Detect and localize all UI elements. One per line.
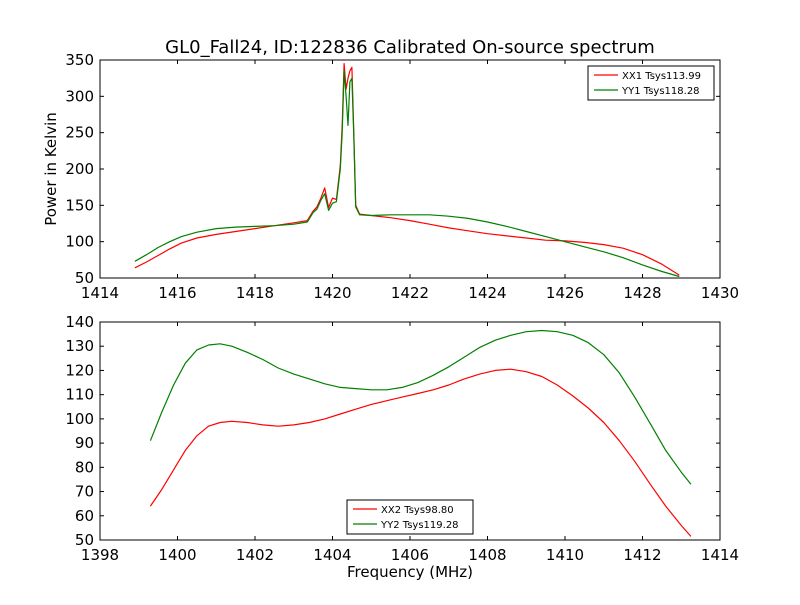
bottom-chart: 1398 1400 1402 1404 1406 1408 1410 1412 1414 50 60…: [65, 313, 739, 581]
legend-entry-label: YY2 Tsys119.28: [380, 520, 459, 531]
y-tick-label: 60: [75, 507, 94, 525]
y-tick-label: 100: [65, 233, 94, 251]
y-tick-label: 50: [75, 531, 94, 549]
y-tick-label: 70: [75, 483, 94, 501]
legend-entry-label: YY1 Tsys118.28: [621, 86, 700, 97]
x-tick-label: 1414: [701, 546, 739, 564]
y-tick-label: 130: [65, 337, 94, 355]
x-tick-label: 1426: [546, 284, 584, 302]
x-tick-label: 1412: [623, 546, 661, 564]
x-axis-label: Frequency (MHz): [347, 563, 473, 581]
y-tick-label: 80: [75, 458, 94, 476]
legend: XX2 Tsys98.80 YY2 Tsys119.28: [346, 499, 474, 535]
legend-entry-label: XX2 Tsys98.80: [381, 505, 454, 516]
series-line-yy1: [134, 70, 680, 278]
x-tick-label: 1416: [158, 284, 196, 302]
y-tick-label: 200: [65, 160, 94, 178]
legend-box: [587, 65, 715, 101]
legend-entry-label: XX1 Tsys113.99: [622, 71, 701, 82]
y-tick-label: 90: [75, 434, 94, 452]
x-tick-label: 1430: [701, 284, 739, 302]
series-line-xx1: [134, 63, 680, 276]
y-tick-label: 150: [65, 196, 94, 214]
y-tick-label: 110: [65, 386, 94, 404]
legend: XX1 Tsys113.99 YY1 Tsys118.28: [587, 65, 715, 101]
y-tick-label: 250: [65, 124, 94, 142]
y-tick-label: 50: [75, 269, 94, 287]
series-line-xx2: [149, 368, 692, 537]
x-tick-label: 1418: [236, 284, 274, 302]
x-tick-label: 1408: [468, 546, 506, 564]
x-tick-label: 1398: [81, 546, 119, 564]
figure-title: GL0_Fall24, ID:122836 Calibrated On-sour…: [165, 37, 655, 58]
y-tick-label: 300: [65, 87, 94, 105]
x-tick-label: 1410: [546, 546, 584, 564]
y-axis-label: Power in Kelvin: [42, 112, 60, 226]
x-tick-label: 1414: [81, 284, 119, 302]
y-tick-label: 120: [65, 361, 94, 379]
x-tick-label: 1400: [158, 546, 196, 564]
series-line-yy2: [149, 329, 692, 485]
x-tick-label: 1406: [391, 546, 429, 564]
x-tick-label: 1428: [623, 284, 661, 302]
x-tick-label: 1420: [313, 284, 351, 302]
y-tick-label: 140: [65, 313, 94, 331]
legend-box: [346, 499, 474, 535]
y-tick-label: 100: [65, 410, 94, 428]
y-tick-label: 350: [65, 51, 94, 69]
top-chart: 1414 1416 1418 1420 1422 1424 1426 1428 1430 50 10…: [42, 51, 739, 302]
x-tick-label: 1424: [468, 284, 506, 302]
x-tick-label: 1404: [313, 546, 351, 564]
x-tick-label: 1402: [236, 546, 274, 564]
x-tick-label: 1422: [391, 284, 429, 302]
